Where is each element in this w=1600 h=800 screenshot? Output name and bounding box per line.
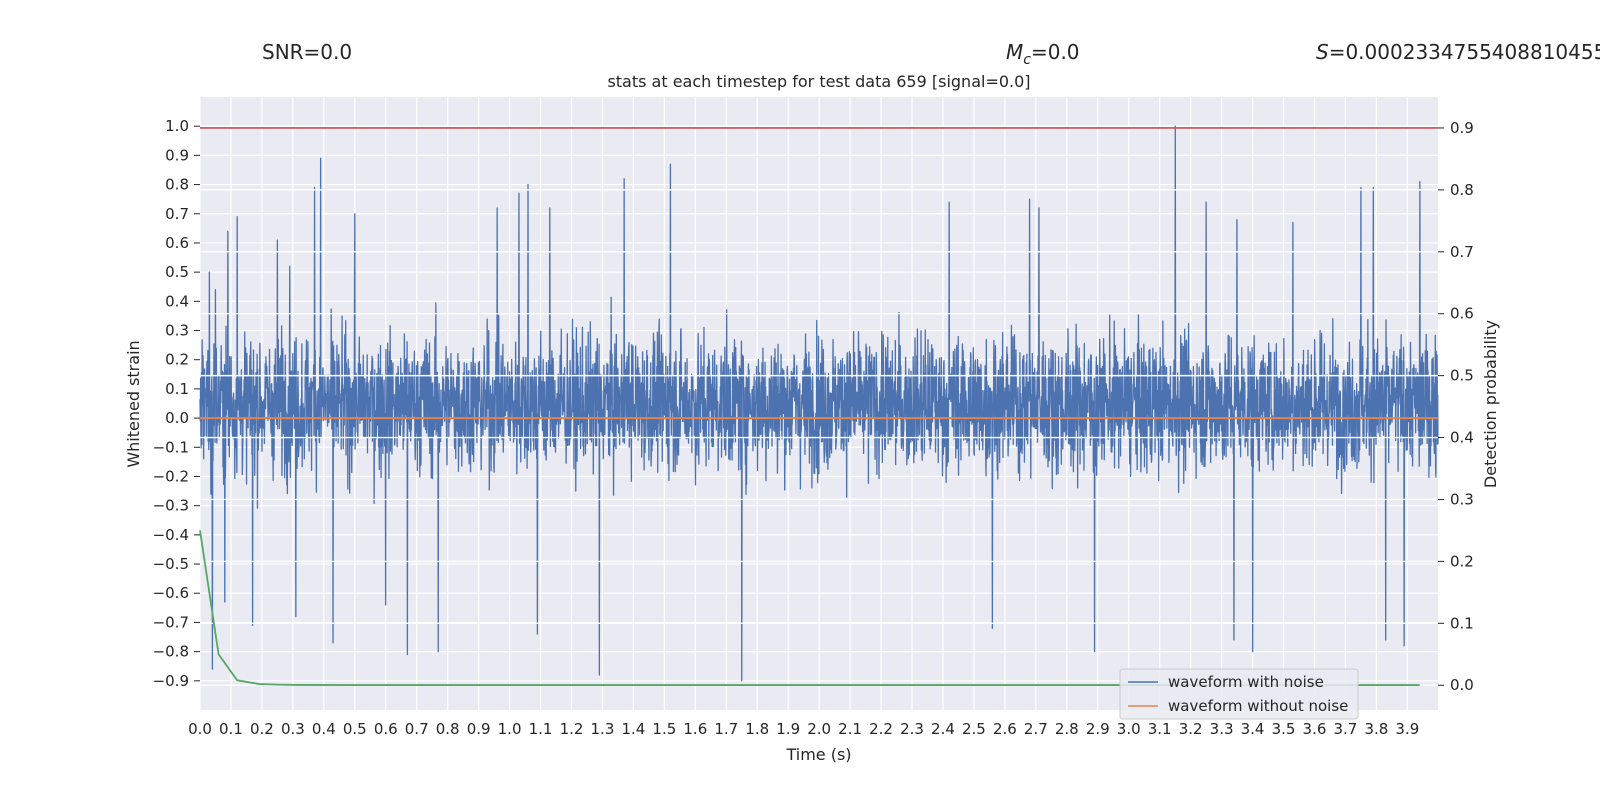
x-tick-label: 0.9 bbox=[467, 720, 491, 738]
y-tick-label: −0.5 bbox=[153, 555, 189, 573]
s-statistic-label: S=0.00023347554088104558 bbox=[1316, 40, 1600, 64]
y-tick-label: 0.4 bbox=[165, 292, 189, 310]
x-tick-label: 2.8 bbox=[1055, 720, 1079, 738]
legend-label-noise: waveform with noise bbox=[1168, 673, 1324, 691]
y-tick-label: 0.0 bbox=[165, 409, 189, 427]
y-tick-label: −0.2 bbox=[153, 467, 189, 485]
y-right-tick-label: 0.2 bbox=[1450, 552, 1474, 570]
x-tick-label: 0.0 bbox=[188, 720, 212, 738]
y-tick-label: −0.9 bbox=[153, 672, 189, 690]
y-tick-label: 0.8 bbox=[165, 176, 189, 194]
x-tick-label: 2.1 bbox=[838, 720, 862, 738]
snr-label: SNR=0.0 bbox=[262, 40, 353, 64]
y-right-tick-label: 0.7 bbox=[1450, 243, 1474, 261]
y-tick-labels: 1.0 0.9 0.8 0.7 0.6 0.5 0.4 0.3 0.2 0.1 0.0 −0.1 −0.… bbox=[153, 117, 200, 690]
x-tick-label: 2.4 bbox=[931, 720, 955, 738]
x-tick-label: 1.0 bbox=[498, 720, 522, 738]
y-tick-label: −0.4 bbox=[153, 526, 189, 544]
y-tick-label: 0.5 bbox=[165, 263, 189, 281]
x-tick-labels: 0.0 0.1 0.2 0.3 0.4 0.5 0.6 0.7 0.8 0.9 1.0 1.1 1.2 1… bbox=[188, 720, 1419, 738]
y-tick-label: 0.9 bbox=[165, 146, 189, 164]
chirp-mass-value: =0.0 bbox=[1030, 40, 1080, 64]
x-tick-label: 0.4 bbox=[312, 720, 336, 738]
s-symbol: S bbox=[1316, 40, 1329, 64]
y-axis-label: Whitened strain bbox=[124, 340, 143, 467]
x-tick-label: 0.6 bbox=[374, 720, 398, 738]
detection-probability-line bbox=[199, 530, 1420, 686]
y-tick-label: −0.7 bbox=[153, 613, 189, 631]
y-tick-label: 0.3 bbox=[165, 322, 189, 340]
y-right-tick-label: 0.0 bbox=[1450, 676, 1474, 694]
x-tick-label: 1.4 bbox=[621, 720, 645, 738]
x-tick-label: 3.5 bbox=[1272, 720, 1296, 738]
legend: waveform with noise waveform without noi… bbox=[1119, 668, 1359, 720]
waveform-with-noise-line bbox=[199, 125, 1439, 682]
x-tick-label: 1.2 bbox=[560, 720, 584, 738]
y-tick-label: 0.2 bbox=[165, 351, 189, 369]
x-tick-label: 3.4 bbox=[1241, 720, 1265, 738]
x-tick-label: 3.9 bbox=[1395, 720, 1419, 738]
x-tick-label: 2.9 bbox=[1086, 720, 1110, 738]
x-tick-label: 0.7 bbox=[405, 720, 429, 738]
y-right-tick-label: 0.1 bbox=[1450, 614, 1474, 632]
y-right-tick-label: 0.5 bbox=[1450, 367, 1474, 385]
x-tick-label: 2.7 bbox=[1024, 720, 1048, 738]
x-tick-label: 0.2 bbox=[250, 720, 274, 738]
chirp-mass-symbol: M bbox=[1006, 40, 1024, 64]
x-tick-label: 1.9 bbox=[776, 720, 800, 738]
y-tick-label: 1.0 bbox=[165, 117, 189, 135]
series-waveform-with-noise bbox=[199, 125, 1439, 682]
y-tick-label: 0.6 bbox=[165, 234, 189, 252]
chart-title: stats at each timestep for test data 659… bbox=[607, 72, 1030, 91]
y-tick-label: −0.8 bbox=[153, 643, 189, 661]
x-axis-label: Time (s) bbox=[785, 745, 851, 764]
x-tick-label: 3.8 bbox=[1364, 720, 1388, 738]
s-value: =0.00023347554088104558 bbox=[1328, 40, 1600, 64]
x-tick-label: 1.5 bbox=[652, 720, 676, 738]
x-tick-label: 1.1 bbox=[529, 720, 553, 738]
y-right-tick-label: 0.3 bbox=[1450, 490, 1474, 508]
chirp-mass-label: Mc=0.0 bbox=[1006, 40, 1080, 68]
x-tick-label: 3.3 bbox=[1210, 720, 1234, 738]
y-right-tick-label: 0.8 bbox=[1450, 181, 1474, 199]
x-tick-label: 2.5 bbox=[962, 720, 986, 738]
series-lines bbox=[199, 127, 1438, 686]
y-tick-label: −0.1 bbox=[153, 438, 189, 456]
x-tick-label: 3.2 bbox=[1179, 720, 1203, 738]
y-tick-label: −0.6 bbox=[153, 584, 189, 602]
x-tick-label: 1.8 bbox=[745, 720, 769, 738]
x-tick-label: 1.6 bbox=[683, 720, 707, 738]
x-tick-label: 2.2 bbox=[869, 720, 893, 738]
x-tick-label: 2.3 bbox=[900, 720, 924, 738]
x-tick-label: 0.1 bbox=[219, 720, 243, 738]
chirp-mass-subscript: c bbox=[1023, 52, 1031, 68]
y-right-tick-label: 0.4 bbox=[1450, 429, 1474, 447]
x-tick-label: 3.1 bbox=[1148, 720, 1172, 738]
legend-label-clean: waveform without noise bbox=[1168, 697, 1348, 715]
y-tick-label: 0.7 bbox=[165, 205, 189, 223]
x-tick-label: 0.3 bbox=[281, 720, 305, 738]
x-tick-label: 2.6 bbox=[993, 720, 1017, 738]
x-tick-label: 0.5 bbox=[343, 720, 367, 738]
y-right-tick-label: 0.6 bbox=[1450, 305, 1474, 323]
x-tick-label: 3.6 bbox=[1303, 720, 1327, 738]
x-tick-label: 1.7 bbox=[714, 720, 738, 738]
y-right-tick-label: 0.9 bbox=[1450, 119, 1474, 137]
y-tick-label: −0.3 bbox=[153, 497, 189, 515]
x-tick-label: 3.0 bbox=[1117, 720, 1141, 738]
x-tick-label: 0.8 bbox=[436, 720, 460, 738]
y-right-axis-label: Detection probability bbox=[1481, 320, 1500, 488]
legend-box bbox=[1119, 668, 1359, 720]
x-tick-label: 2.0 bbox=[807, 720, 831, 738]
y-tick-label: 0.1 bbox=[165, 380, 189, 398]
x-tick-label: 3.7 bbox=[1334, 720, 1358, 738]
x-tick-label: 1.3 bbox=[591, 720, 615, 738]
y-right-tick-labels: 0.9 0.8 0.7 0.6 0.5 0.4 0.3 0.2 0.1 0.0 bbox=[1438, 119, 1474, 694]
